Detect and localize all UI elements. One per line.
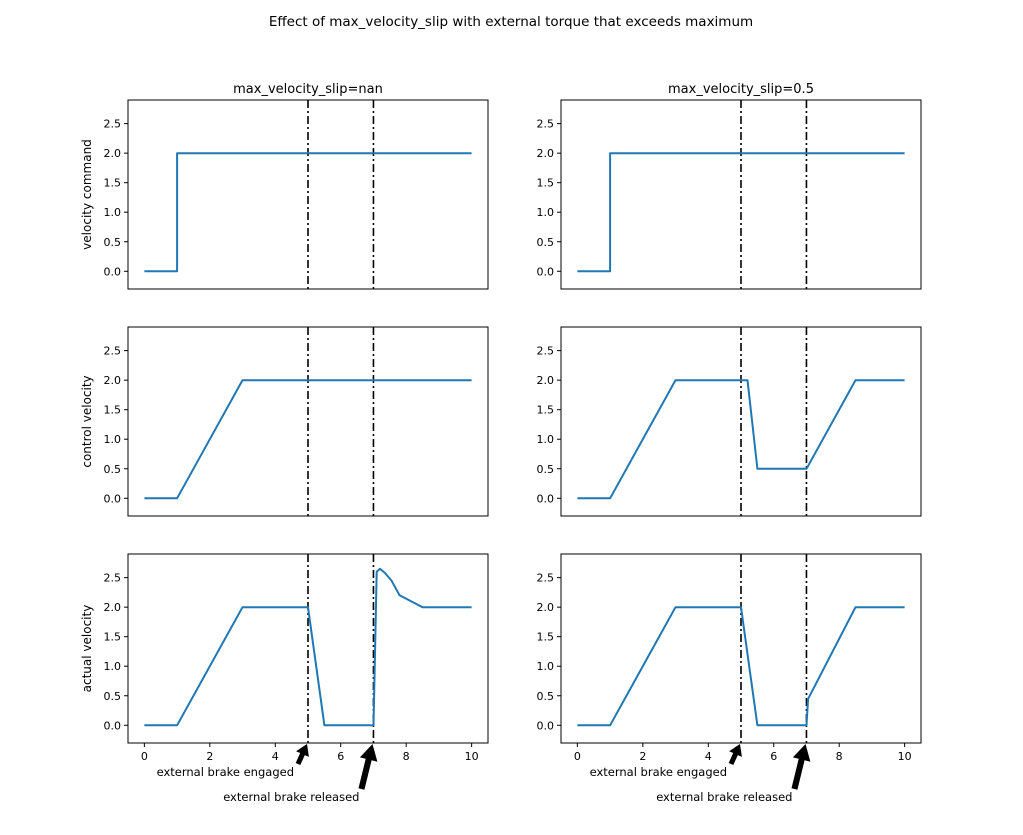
subplot-6: 0.0 0.5 1.0 1.5 2.0 2.5 0 2 4 6 8 10 xyxy=(537,553,922,763)
x-tick-label: 10 xyxy=(465,750,479,763)
axes-frame xyxy=(127,99,489,290)
arrow xyxy=(358,744,378,790)
x-tick-label: 8 xyxy=(403,750,410,763)
y-tick-label: 0.0 xyxy=(537,719,555,732)
y-axis-label: control velocity xyxy=(80,375,94,467)
arrow xyxy=(791,744,811,790)
x-tick-label: 6 xyxy=(337,750,344,763)
y-tick-label: 0.5 xyxy=(104,463,122,476)
axes-frame xyxy=(560,553,922,744)
x-tick-label: 0 xyxy=(574,750,581,763)
y-tick-label: 0.5 xyxy=(104,690,122,703)
subplot-title: max_velocity_slip=0.5 xyxy=(668,82,814,97)
series-line xyxy=(577,606,905,727)
series-line xyxy=(144,152,472,273)
x-tick-label: 4 xyxy=(705,750,712,763)
x-tick-label: 8 xyxy=(836,750,843,763)
annotation-brake-released: external brake released xyxy=(656,790,792,804)
x-tick-label: 4 xyxy=(272,750,279,763)
axes-frame xyxy=(560,99,922,290)
figure-title: Effect of max_velocity_slip with externa… xyxy=(269,14,753,30)
y-tick-label: 2.0 xyxy=(104,601,122,614)
y-tick-label: 1.5 xyxy=(104,631,122,644)
series-line xyxy=(144,379,472,500)
y-tick-label: 2.0 xyxy=(537,601,555,614)
y-tick-label: 1.5 xyxy=(104,177,122,190)
y-tick-label: 2.0 xyxy=(104,147,122,160)
y-tick-label: 1.5 xyxy=(537,631,555,644)
y-tick-label: 1.0 xyxy=(104,206,122,219)
x-tick-label: 0 xyxy=(141,750,148,763)
y-tick-label: 0.0 xyxy=(104,492,122,505)
y-tick-label: 2.5 xyxy=(537,572,555,585)
y-tick-label: 2.5 xyxy=(537,345,555,358)
y-tick-label: 2.5 xyxy=(537,118,555,131)
series-line xyxy=(577,152,905,273)
arrow xyxy=(295,744,309,765)
y-tick-label: 2.0 xyxy=(104,374,122,387)
axes-frame xyxy=(560,326,922,517)
axes-frame xyxy=(127,553,489,744)
y-tick-label: 0.0 xyxy=(537,265,555,278)
y-tick-label: 1.0 xyxy=(537,206,555,219)
x-tick-label: 6 xyxy=(770,750,777,763)
y-tick-label: 0.5 xyxy=(104,236,122,249)
annotation-group-1: external brake engaged external brake rel… xyxy=(157,744,378,804)
y-tick-label: 2.5 xyxy=(104,345,122,358)
series-line xyxy=(144,567,472,727)
y-tick-label: 2.0 xyxy=(537,147,555,160)
x-tick-label: 10 xyxy=(898,750,912,763)
series-line xyxy=(577,379,905,500)
y-tick-label: 2.5 xyxy=(104,572,122,585)
subplot-3: 0.0 0.5 1.0 1.5 2.0 2.5 control velocity xyxy=(80,326,489,517)
y-tick-label: 0.5 xyxy=(537,236,555,249)
subplot-4: 0.0 0.5 1.0 1.5 2.0 2.5 xyxy=(537,326,922,517)
y-tick-label: 2.5 xyxy=(104,118,122,131)
y-tick-label: 1.0 xyxy=(104,433,122,446)
y-tick-label: 0.0 xyxy=(537,492,555,505)
y-tick-label: 1.0 xyxy=(537,660,555,673)
subplot-title: max_velocity_slip=nan xyxy=(233,82,383,97)
y-axis-label: actual velocity xyxy=(80,605,94,693)
y-tick-label: 0.0 xyxy=(104,719,122,732)
subplots: 0.0 0.5 1.0 1.5 2.0 2.5 max_velocity_slip=nanv… xyxy=(80,82,922,763)
axes-frame xyxy=(127,326,489,517)
y-tick-label: 0.5 xyxy=(537,690,555,703)
y-tick-label: 1.5 xyxy=(537,177,555,190)
subplot-2: 0.0 0.5 1.0 1.5 2.0 2.5 max_velocity_slip=0.5 xyxy=(537,82,922,290)
subplot-5: 0.0 0.5 1.0 1.5 2.0 2.5 0 2 4 6 8 10 actual velocity xyxy=(80,553,489,763)
y-tick-label: 1.5 xyxy=(537,404,555,417)
y-tick-label: 1.5 xyxy=(104,404,122,417)
subplot-1: 0.0 0.5 1.0 1.5 2.0 2.5 max_velocity_slip=nanv… xyxy=(80,82,489,290)
x-tick-label: 2 xyxy=(206,750,213,763)
annotation-brake-engaged: external brake engaged xyxy=(590,765,727,779)
y-tick-label: 1.0 xyxy=(537,433,555,446)
y-tick-label: 0.5 xyxy=(537,463,555,476)
annotation-brake-engaged: external brake engaged xyxy=(157,765,294,779)
annotation-brake-released: external brake released xyxy=(223,790,359,804)
x-tick-label: 2 xyxy=(639,750,646,763)
annotations: external brake engaged external brake rel… xyxy=(157,744,811,804)
y-tick-label: 0.0 xyxy=(104,265,122,278)
annotation-group-2: external brake engaged external brake rel… xyxy=(590,744,811,804)
y-axis-label: velocity command xyxy=(80,139,94,250)
y-tick-label: 1.0 xyxy=(104,660,122,673)
arrow xyxy=(728,744,742,765)
y-tick-label: 2.0 xyxy=(537,374,555,387)
